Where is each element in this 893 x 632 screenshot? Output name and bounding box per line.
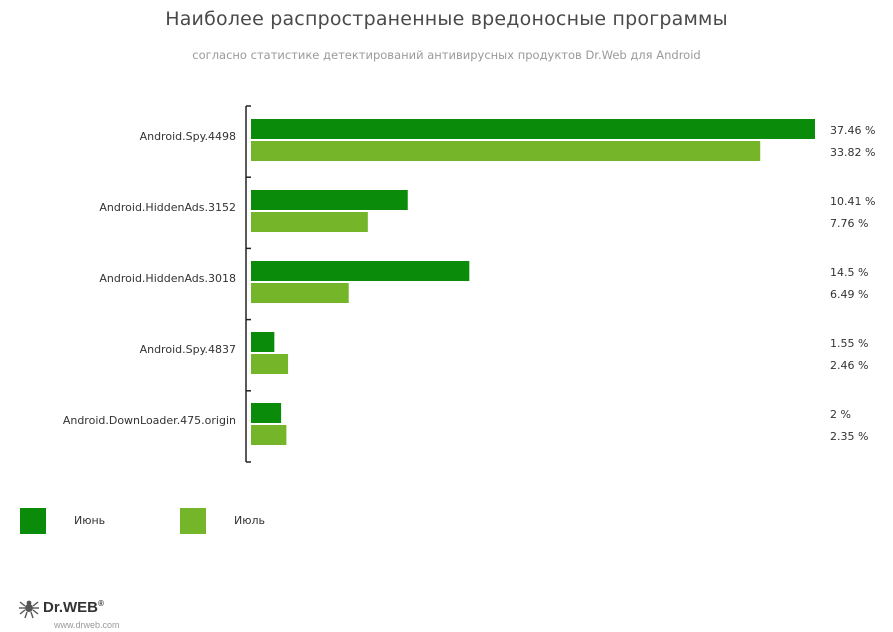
bar-july — [251, 354, 289, 374]
data-label: 2 % — [830, 408, 851, 421]
category-label: Android.Spy.4498 — [140, 130, 236, 143]
chart-subtitle: согласно статистике детектирований антив… — [192, 48, 701, 62]
category-label: Android.Spy.4837 — [140, 343, 236, 356]
bar-july — [251, 212, 368, 232]
bar-june — [251, 332, 275, 352]
legend-label-june: Июнь — [74, 514, 106, 527]
data-label: 33.82 % — [830, 146, 875, 159]
chart-title: Наиболее распространенные вредоносные пр… — [165, 8, 728, 30]
spider-icon — [19, 600, 39, 619]
data-label: 6.49 % — [830, 288, 868, 301]
bar-june — [251, 403, 282, 423]
category-label: Android.HiddenAds.3152 — [99, 201, 236, 214]
legend-swatch-july — [180, 508, 206, 534]
bar-june — [251, 261, 470, 281]
category-label: Android.DownLoader.475.origin — [63, 414, 236, 427]
bar-june — [251, 119, 815, 139]
data-label: 7.76 % — [830, 217, 868, 230]
drweb-logo: Dr.WEB® www.drweb.com — [18, 597, 168, 631]
bar-chart: Android.Spy.4498 37.46 % 33.82 % Android.Hi… — [63, 105, 875, 463]
bar-july — [251, 425, 287, 445]
brand-url: www.drweb.com — [54, 620, 120, 630]
data-label: 37.46 % — [830, 124, 875, 137]
data-label: 2.46 % — [830, 359, 868, 372]
category-label: Android.HiddenAds.3018 — [99, 272, 236, 285]
legend-label-july: Июль — [234, 514, 266, 527]
data-label: 14.5 % — [830, 266, 868, 279]
legend-swatch-june — [20, 508, 46, 534]
brand-name: Dr.WEB® — [43, 599, 104, 616]
bar-july — [251, 283, 349, 303]
bar-june — [251, 190, 408, 210]
data-label: 1.55 % — [830, 337, 868, 350]
bar-july — [251, 141, 761, 161]
data-label: 10.41 % — [830, 195, 875, 208]
data-label: 2.35 % — [830, 430, 868, 443]
